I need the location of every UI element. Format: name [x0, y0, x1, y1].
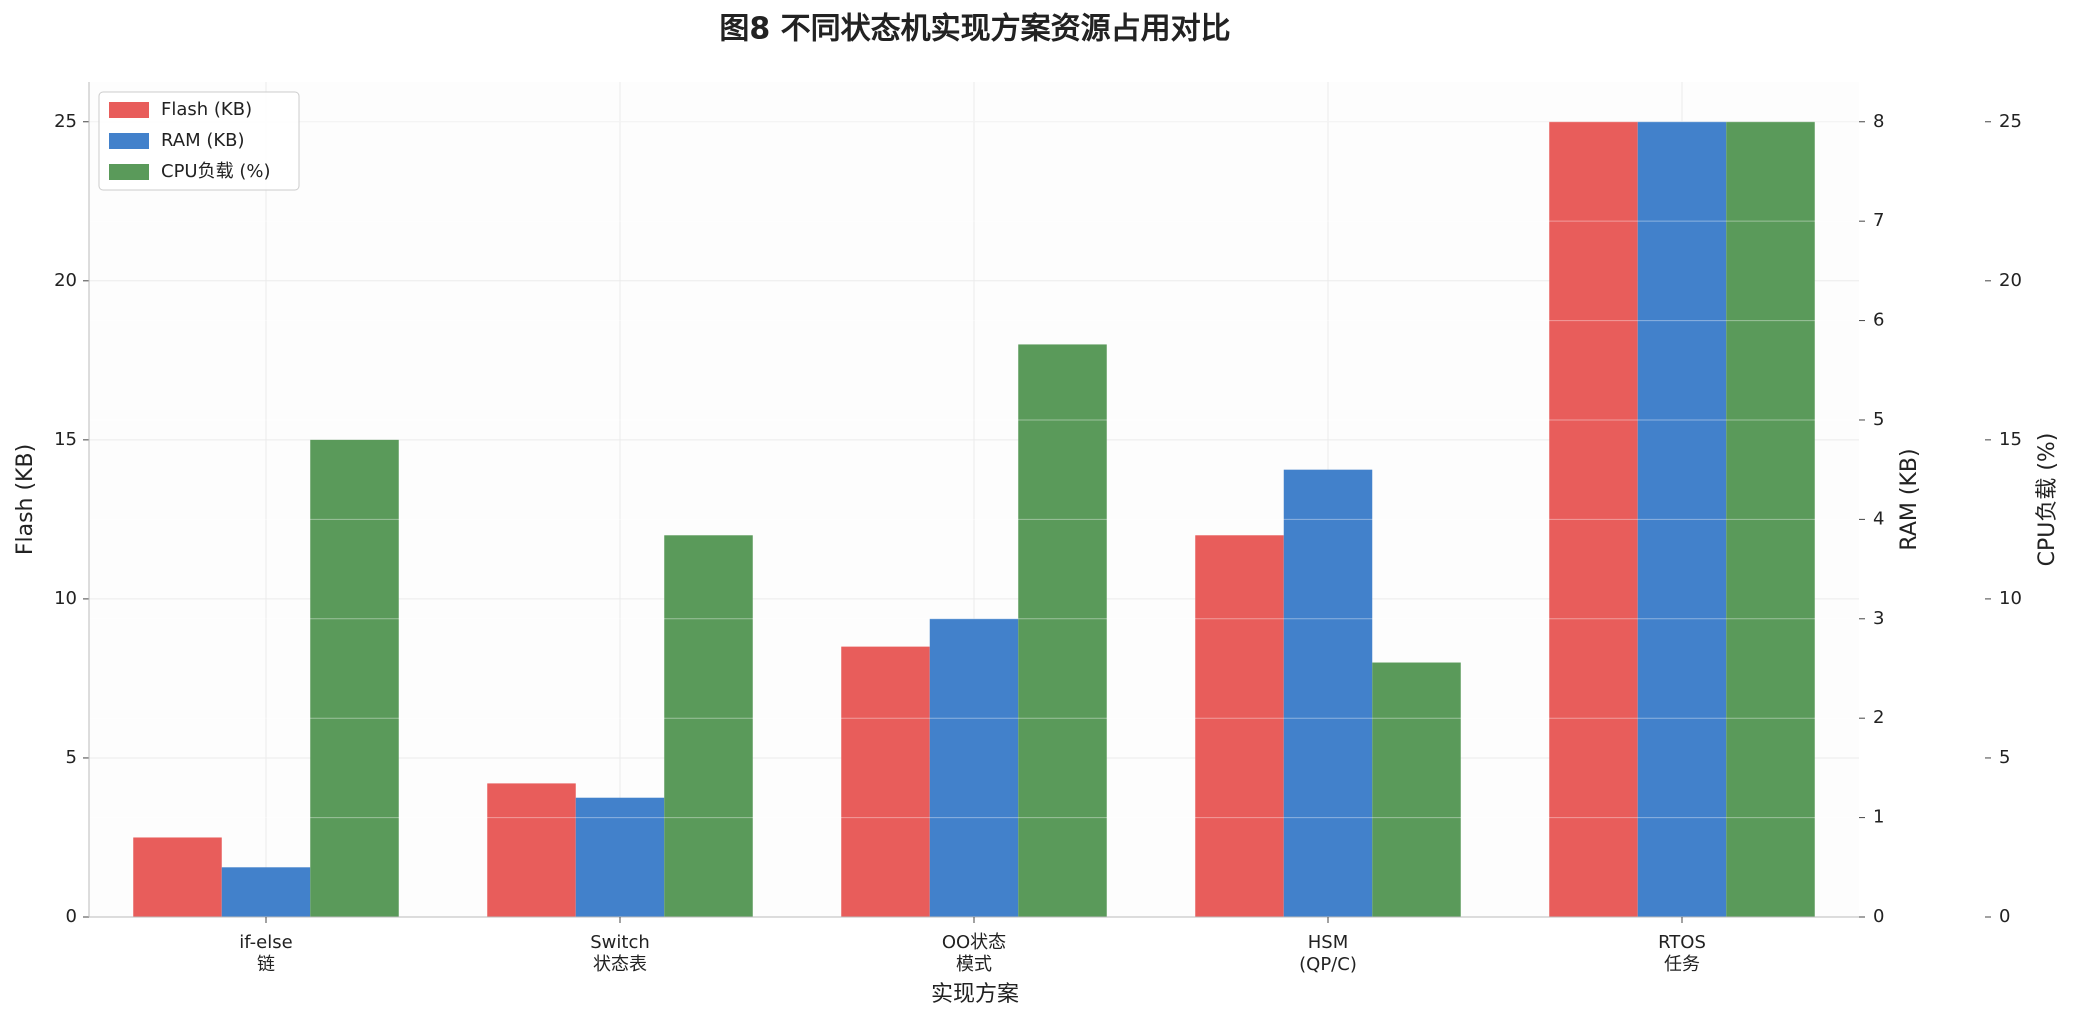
y-tick-label: 0 [66, 906, 77, 927]
y2-tick-label: 1 [1873, 807, 1884, 828]
legend-swatch [109, 164, 149, 180]
x-tick-label: if-else [239, 932, 292, 953]
bar [1018, 344, 1107, 917]
legend-label: Flash (KB) [161, 99, 252, 120]
y-tick-label: 20 [54, 270, 77, 291]
y3-axis-label: CPU负载 (%) [2035, 433, 2060, 567]
y3-tick-label: 5 [1999, 747, 2010, 768]
bar [929, 618, 1019, 917]
legend-swatch [109, 102, 149, 118]
bar [133, 837, 222, 917]
chart-title: 图8 不同状态机实现方案资源占用对比 [719, 12, 1230, 47]
bar [664, 535, 753, 917]
x-tick-label: (QP/C) [1299, 954, 1357, 975]
y2-tick-label: 5 [1873, 409, 1884, 430]
bar [1372, 662, 1461, 917]
x-tick-label: HSM [1308, 932, 1349, 953]
y3-tick-label: 0 [1999, 906, 2010, 927]
bar [1549, 121, 1638, 917]
legend-label: RAM (KB) [161, 130, 245, 151]
bar [1283, 469, 1373, 917]
y-tick-label: 10 [54, 588, 77, 609]
x-tick-label: RTOS [1658, 932, 1706, 953]
bar [487, 783, 576, 917]
bar [1195, 535, 1284, 917]
bar [841, 646, 930, 917]
x-tick-label: 状态表 [593, 954, 647, 975]
y2-tick-label: 2 [1873, 707, 1884, 728]
y2-tick-label: 7 [1873, 210, 1884, 231]
bar [1726, 121, 1815, 917]
y2-tick-label: 8 [1873, 111, 1884, 132]
y2-tick-label: 0 [1873, 906, 1884, 927]
x-tick-label: 链 [257, 954, 275, 975]
y2-tick-label: 6 [1873, 310, 1884, 331]
y-tick-label: 5 [66, 747, 77, 768]
bar [221, 867, 311, 917]
legend-label: CPU负载 (%) [161, 161, 270, 182]
x-tick-label: 模式 [956, 954, 992, 975]
y3-tick-label: 10 [1999, 588, 2022, 609]
y-tick-label: 15 [54, 429, 77, 450]
y3-tick-label: 20 [1999, 270, 2022, 291]
y2-axis-label: RAM (KB) [1897, 448, 1922, 550]
bar [575, 797, 665, 917]
x-axis-label: 实现方案 [931, 982, 1019, 1007]
bar [310, 439, 399, 917]
y3-tick-label: 25 [1999, 111, 2022, 132]
bar [1637, 121, 1727, 917]
y3-tick-label: 15 [1999, 429, 2022, 450]
x-tick-label: Switch [590, 932, 650, 953]
y2-tick-label: 3 [1873, 608, 1884, 629]
x-tick-label: 任务 [1664, 954, 1700, 975]
y-tick-label: 25 [54, 111, 77, 132]
x-tick-label: OO状态 [942, 932, 1006, 953]
y2-tick-label: 4 [1873, 508, 1884, 529]
legend-swatch [109, 133, 149, 149]
y-axis-label: Flash (KB) [13, 444, 38, 555]
